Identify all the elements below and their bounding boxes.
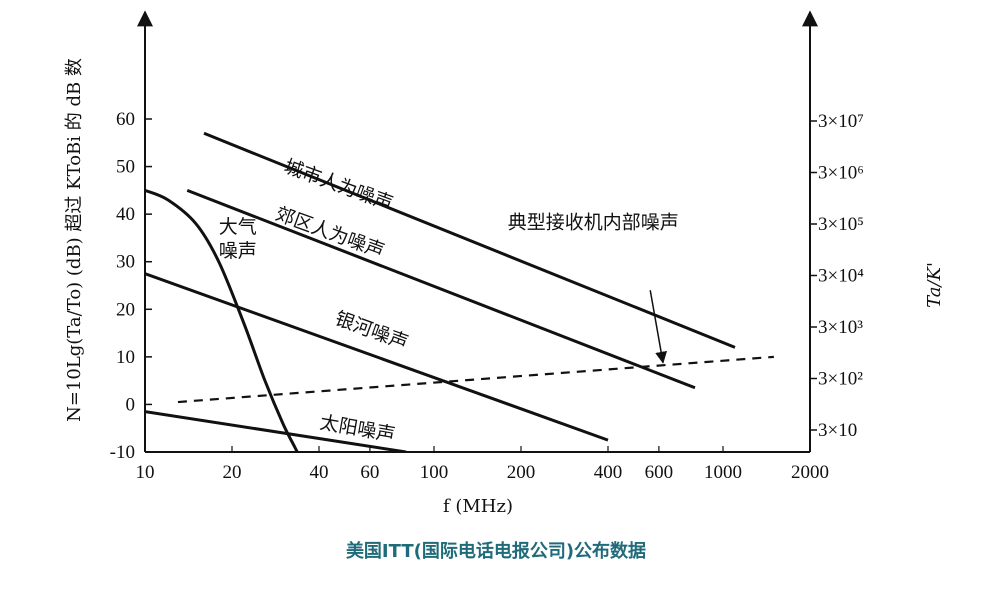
figure-caption: 美国ITT(国际电话电报公司)公布数据 <box>345 541 647 562</box>
noise-chart: -10 0 10 20 30 40 50 60 10 20 40 60 100 200 400 600 1000… <box>64 10 945 517</box>
x-tick-label: 400 <box>594 462 623 483</box>
y-tick-label: 20 <box>116 299 135 320</box>
chart-axes: -10 0 10 20 30 40 50 60 10 20 40 60 100 200 400 600 1000… <box>64 10 945 517</box>
x-tick-label: 60 <box>360 462 379 483</box>
y-tick-label: 40 <box>116 204 135 225</box>
series-line-3 <box>145 188 299 452</box>
series-line-4 <box>145 410 407 452</box>
y-tick-label: 10 <box>116 347 135 368</box>
y2-tick-label: 3×10² <box>818 369 863 390</box>
series-label-1: 郊区人为噪声 <box>273 203 388 263</box>
y2-tick-label: 3×10 <box>818 420 857 441</box>
y2-tick-label: 3×10⁴ <box>818 266 864 287</box>
x-tick-label: 600 <box>645 462 674 483</box>
series-label-6: 典型接收机内部噪声 <box>508 211 679 233</box>
x-tick-label: 10 <box>136 462 155 483</box>
series-line-0 <box>203 131 736 349</box>
y-tick-label: 60 <box>116 109 135 130</box>
series-label-0: 城市人为噪声 <box>281 155 396 215</box>
y2-tick-label: 3×10⁶ <box>818 163 864 184</box>
series-line-2 <box>145 272 609 442</box>
y2-axis-title: Ta/K' <box>924 262 945 308</box>
y-tick-label: 50 <box>116 157 135 178</box>
x-tick-label: 2000 <box>791 462 829 483</box>
chart-series <box>145 131 774 452</box>
y-tick-label: 0 <box>126 394 136 415</box>
y-axis-title: N=10Lg(Ta/To) (dB) 超过 KToBi 的 dB 数 <box>64 58 85 422</box>
x-axis-title: f (MHz) <box>443 496 513 517</box>
receiver-arrow <box>649 290 668 364</box>
series-line-5 <box>177 355 774 404</box>
x-tick-label: 1000 <box>704 462 742 483</box>
y2-tick-label: 3×10⁵ <box>818 214 864 235</box>
series-label-3: 噪声 <box>219 240 257 262</box>
x-tick-label: 40 <box>309 462 328 483</box>
x-tick-label: 200 <box>507 462 536 483</box>
y-tick-label: -10 <box>110 442 135 463</box>
x-tick-label: 20 <box>222 462 241 483</box>
y2-tick-label: 3×10⁷ <box>818 111 864 132</box>
y2-tick-label: 3×10³ <box>818 317 863 338</box>
series-label-2: 大气 <box>219 216 257 238</box>
x-tick-label: 100 <box>420 462 449 483</box>
series-label-4: 银河噪声 <box>332 308 411 355</box>
y-tick-label: 30 <box>116 252 135 273</box>
series-line-1 <box>186 188 696 390</box>
